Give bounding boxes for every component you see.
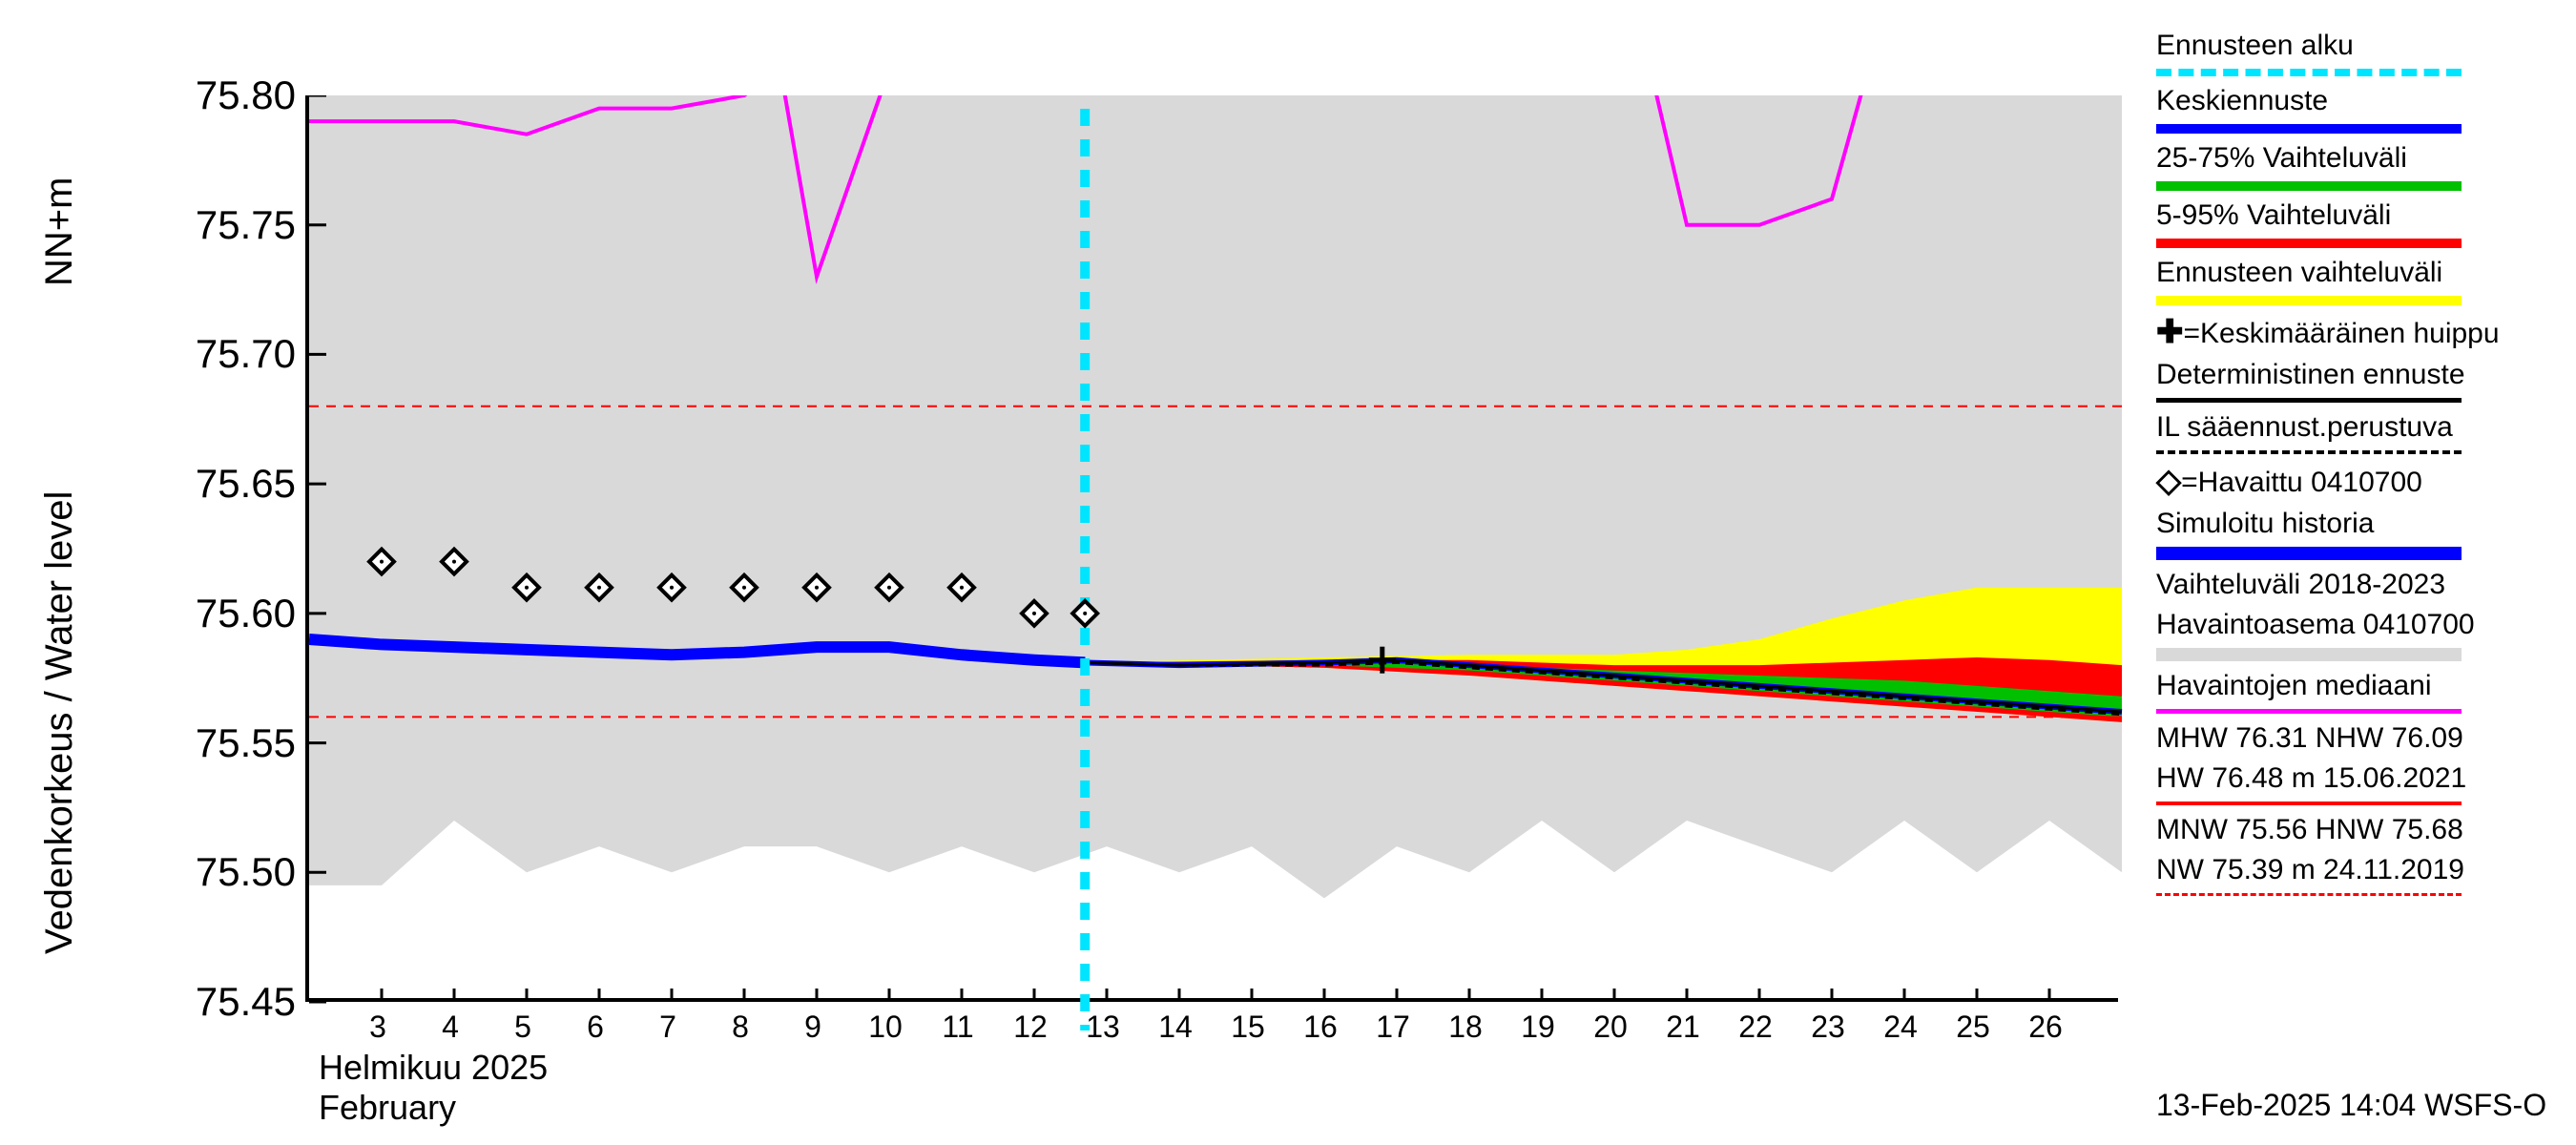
- y-tick-label: 75.50: [153, 849, 296, 895]
- x-tick-label: 26: [2028, 1010, 2063, 1045]
- legend-item: HW 76.48 m 15.06.2021: [2156, 761, 2566, 796]
- x-tick-label: 4: [442, 1010, 459, 1045]
- x-tick-label: 5: [514, 1010, 531, 1045]
- x-tick-label: 8: [732, 1010, 749, 1045]
- x-tick-label: 6: [587, 1010, 604, 1045]
- x-tick-label: 21: [1666, 1010, 1700, 1045]
- plot-area: Helmikuu 2025 February: [305, 95, 2118, 1002]
- legend-item: 5-95% Vaihteluväli: [2156, 198, 2566, 233]
- y-axis-unit-label: NN+m: [38, 177, 81, 286]
- x-tick-label: 18: [1448, 1010, 1483, 1045]
- x-tick-label: 10: [868, 1010, 903, 1045]
- observation-marker-dot: [1032, 612, 1036, 615]
- legend-sample: [2156, 181, 2462, 191]
- x-tick-label: 24: [1883, 1010, 1918, 1045]
- x-tick-label: 3: [369, 1010, 386, 1045]
- legend-sample: [2156, 239, 2462, 248]
- legend-sample: [2156, 69, 2462, 76]
- x-tick-label: 11: [942, 1010, 973, 1045]
- y-tick-label: 75.60: [153, 591, 296, 636]
- observation-marker-dot: [597, 586, 601, 590]
- y-axis-quantity-label: Vedenkorkeus / Water level: [38, 491, 81, 954]
- legend-item: Vaihteluväli 2018-2023: [2156, 568, 2566, 602]
- legend-item: ✚=Keskimääräinen huippu: [2156, 313, 2566, 352]
- observation-marker-dot: [742, 586, 746, 590]
- legend-sample: [2156, 648, 2462, 661]
- x-tick-label: 9: [804, 1010, 821, 1045]
- legend-item: Keskiennuste: [2156, 84, 2566, 118]
- y-tick-label: 75.65: [153, 461, 296, 507]
- y-tick-label: 75.55: [153, 720, 296, 766]
- x-tick-label: 22: [1738, 1010, 1773, 1045]
- legend-sample: [2156, 124, 2462, 134]
- legend-item: Simuloitu historia: [2156, 507, 2566, 541]
- legend-item: Havaintojen mediaani: [2156, 669, 2566, 703]
- observation-marker-dot: [380, 560, 384, 564]
- legend-sample: [2156, 709, 2462, 714]
- observation-marker-dot: [887, 586, 891, 590]
- legend-sample: [2156, 547, 2462, 560]
- plot-svg: [309, 95, 2122, 1002]
- legend-item: ◇=Havaittu 0410700: [2156, 462, 2566, 501]
- y-tick-label: 75.75: [153, 202, 296, 248]
- legend-sample: [2156, 802, 2462, 805]
- footer-timestamp: 13-Feb-2025 14:04 WSFS-O: [2156, 1088, 2546, 1123]
- legend-item: Ennusteen vaihteluväli: [2156, 256, 2566, 290]
- x-tick-label: 15: [1231, 1010, 1265, 1045]
- y-tick-label: 75.45: [153, 979, 296, 1025]
- legend-sample: [2156, 893, 2462, 896]
- legend-sample: [2156, 398, 2462, 403]
- x-tick-label: 23: [1811, 1010, 1845, 1045]
- legend-sample: [2156, 296, 2462, 305]
- x-tick-label: 25: [1956, 1010, 1990, 1045]
- x-tick-label: 13: [1086, 1010, 1120, 1045]
- legend-item: 25-75% Vaihteluväli: [2156, 141, 2566, 176]
- x-tick-label: 20: [1593, 1010, 1628, 1045]
- x-tick-label: 14: [1158, 1010, 1193, 1045]
- x-tick-label: 7: [659, 1010, 676, 1045]
- observation-marker-dot: [815, 586, 819, 590]
- observation-marker-dot: [670, 586, 674, 590]
- legend-item: Ennusteen alku: [2156, 29, 2566, 63]
- x-tick-label: 17: [1376, 1010, 1410, 1045]
- legend-item: MNW 75.56 HNW 75.68: [2156, 813, 2566, 847]
- x-tick-label: 19: [1521, 1010, 1555, 1045]
- legend: Ennusteen alku Keskiennuste 25-75% Vaihtel…: [2156, 29, 2566, 904]
- observation-marker-dot: [960, 586, 964, 590]
- x-tick-label: 12: [1013, 1010, 1048, 1045]
- observation-marker-dot: [1083, 612, 1087, 615]
- observation-marker-dot: [525, 586, 529, 590]
- x-tick-label: 16: [1303, 1010, 1338, 1045]
- legend-item: IL sääennust.perustuva: [2156, 410, 2566, 445]
- legend-item: NW 75.39 m 24.11.2019: [2156, 853, 2566, 887]
- x-axis-month-fi: Helmikuu 2025: [319, 1048, 548, 1088]
- chart-container: 04 181 Puruvesi vedenkorkeus NN 0410700 …: [0, 0, 2576, 1145]
- clip-rect: [309, 0, 2122, 95]
- legend-item: MHW 76.31 NHW 76.09: [2156, 721, 2566, 756]
- legend-item: Deterministinen ennuste: [2156, 358, 2566, 392]
- legend-item: Havaintoasema 0410700: [2156, 608, 2566, 642]
- legend-sample: [2156, 450, 2462, 454]
- y-tick-label: 75.80: [153, 73, 296, 118]
- historical-range-band: [309, 95, 2122, 898]
- observation-marker-dot: [452, 560, 456, 564]
- x-axis-month-en: February: [319, 1088, 456, 1128]
- y-tick-label: 75.70: [153, 331, 296, 377]
